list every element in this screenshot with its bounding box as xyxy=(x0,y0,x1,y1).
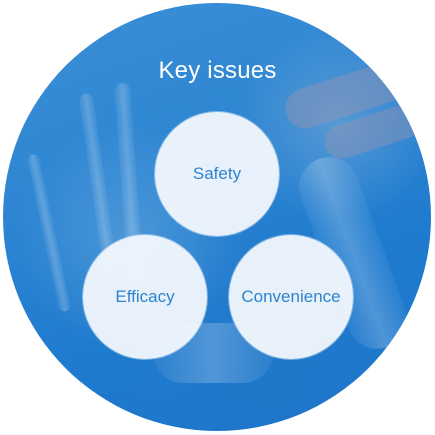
issue-circle-convenience: Convenience xyxy=(229,235,353,359)
issue-label: Safety xyxy=(192,164,242,183)
issue-circle-safety: Safety xyxy=(155,112,279,236)
issue-label: Efficacy xyxy=(115,287,175,306)
diagram-title: Key issues xyxy=(158,57,277,84)
issue-label: Convenience xyxy=(241,287,341,306)
decorative-test-tube xyxy=(26,153,72,313)
issue-circle-efficacy: Efficacy xyxy=(83,235,207,359)
